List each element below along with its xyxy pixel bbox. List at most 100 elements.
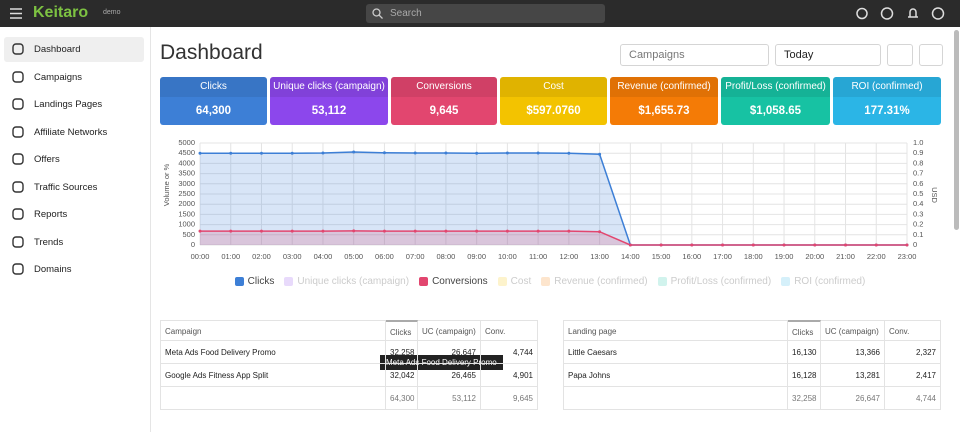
table-cell: 26,465 (418, 364, 481, 387)
y-tick-label: 4000 (178, 158, 195, 167)
kpi-label: Unique clicks (campaign) (270, 77, 388, 97)
x-tick-label: 18:00 (744, 252, 763, 261)
icon-shape (12, 125, 24, 138)
kpi-value: $597.0760 (526, 105, 581, 117)
point (352, 229, 356, 233)
point (536, 151, 540, 155)
y-tick-label: 2500 (178, 189, 195, 198)
x-tick-label: 13:00 (590, 252, 609, 261)
point (321, 151, 325, 155)
icon-shape (12, 208, 24, 220)
search-placeholder: Search (390, 8, 422, 19)
sidebar-item[interactable]: Domains (4, 257, 144, 282)
sidebar-item[interactable]: Trends (4, 230, 144, 255)
point (659, 243, 663, 247)
sidebar-item[interactable]: Affiliate Networks (4, 120, 144, 145)
table-header-cell: Clicks (386, 320, 418, 341)
series-line (200, 230, 907, 246)
x-tick-label: 12:00 (559, 252, 578, 261)
table-header-cell: UC (campaign) (418, 320, 481, 341)
point (598, 230, 602, 234)
table-cell: 16,130 (788, 341, 821, 364)
y-tick-label: 500 (182, 230, 195, 239)
sidebar-item[interactable]: Traffic Sources (4, 175, 144, 200)
item-icon (12, 70, 24, 83)
item-icon (12, 153, 24, 165)
x-tick-label: 09:00 (467, 252, 486, 261)
y2-tick-label: 0.9 (913, 148, 923, 157)
item-icon (12, 235, 24, 248)
settings-button[interactable] (919, 44, 943, 66)
x-tick-label: 21:00 (836, 252, 855, 261)
point (229, 229, 233, 233)
kpi-value: $1,058.65 (749, 105, 802, 117)
x-tick-label: 00:00 (191, 252, 210, 261)
table-cell: Google Ads Fitness App Split (160, 364, 386, 387)
kpi-card: Revenue (confirmed) $1,655.73 (610, 77, 718, 125)
legend-item[interactable]: ROI (confirmed) (781, 276, 865, 287)
point (567, 151, 571, 155)
menu-icon[interactable] (10, 8, 22, 19)
legend-item[interactable]: Clicks (234, 276, 275, 287)
search-box[interactable]: Search (366, 4, 605, 23)
table-cell: 32,258 (788, 387, 821, 410)
sidebar-item[interactable]: Offers (4, 147, 144, 172)
x-tick-label: 08:00 (437, 252, 456, 261)
table-cell: 9,645 (481, 387, 538, 410)
legend-label: Clicks (247, 276, 275, 287)
point (198, 229, 202, 233)
point (782, 243, 786, 247)
period-select[interactable]: Today (775, 44, 881, 66)
sidebar-item[interactable]: Dashboard (4, 37, 144, 62)
y2-tick-label: 0.3 (913, 209, 923, 218)
y-tick-label: 0 (191, 240, 195, 249)
y2-tick-label: 0.2 (913, 220, 923, 229)
icon-shape (12, 70, 24, 83)
legend-label: Profit/Loss (confirmed) (670, 276, 772, 287)
legend-item[interactable]: Cost (497, 276, 531, 287)
y2-tick-label: 0 (913, 240, 917, 249)
item-icon (12, 180, 24, 193)
sidebar-border (150, 27, 151, 432)
table-cell: 26,647 (821, 387, 885, 410)
table-cell: 13,281 (821, 364, 885, 387)
legend-item[interactable]: Conversions (419, 276, 488, 287)
point (352, 150, 356, 154)
y-tick-label: 3500 (178, 169, 195, 178)
sidebar-item[interactable]: Landings Pages (4, 92, 144, 117)
point (290, 229, 294, 233)
y-tick-label: 5000 (178, 138, 195, 147)
campaign-select[interactable]: Campaigns (620, 44, 769, 66)
sidebar-item[interactable]: Reports (4, 202, 144, 227)
y2-tick-label: 0.6 (913, 179, 923, 188)
y-axis-title: Volume or % (162, 163, 171, 206)
table-cell: 64,300 (386, 387, 418, 410)
sidebar-item[interactable]: Campaigns (4, 65, 144, 90)
legend-item[interactable]: Profit/Loss (confirmed) (657, 276, 772, 287)
refresh-button[interactable] (887, 44, 913, 66)
series-area (200, 230, 907, 245)
legend-swatch (284, 277, 294, 286)
point (382, 229, 386, 233)
table-cell: 4,744 (885, 387, 941, 410)
point (874, 243, 878, 247)
logo[interactable]: Keitaro (33, 4, 89, 21)
point (259, 229, 263, 233)
legend-item[interactable]: Unique clicks (campaign) (284, 276, 409, 287)
x-tick-label: 17:00 (713, 252, 732, 261)
legend-label: Revenue (confirmed) (554, 276, 648, 287)
scrollbar[interactable] (954, 30, 959, 230)
x-tick-label: 16:00 (682, 252, 701, 261)
legend-swatch (497, 277, 507, 286)
legend-label: ROI (confirmed) (794, 276, 866, 287)
kpi-label: Clicks (160, 77, 267, 97)
point (598, 152, 602, 156)
x-tick-label: 20:00 (805, 252, 824, 261)
table-cell: 2,327 (885, 341, 941, 364)
legend-item[interactable]: Revenue (confirmed) (541, 276, 648, 287)
page-title: Dashboard (160, 41, 263, 64)
table-cell: Papa Johns (563, 364, 788, 387)
kpi-card: Unique clicks (campaign) 53,112 (270, 77, 388, 125)
